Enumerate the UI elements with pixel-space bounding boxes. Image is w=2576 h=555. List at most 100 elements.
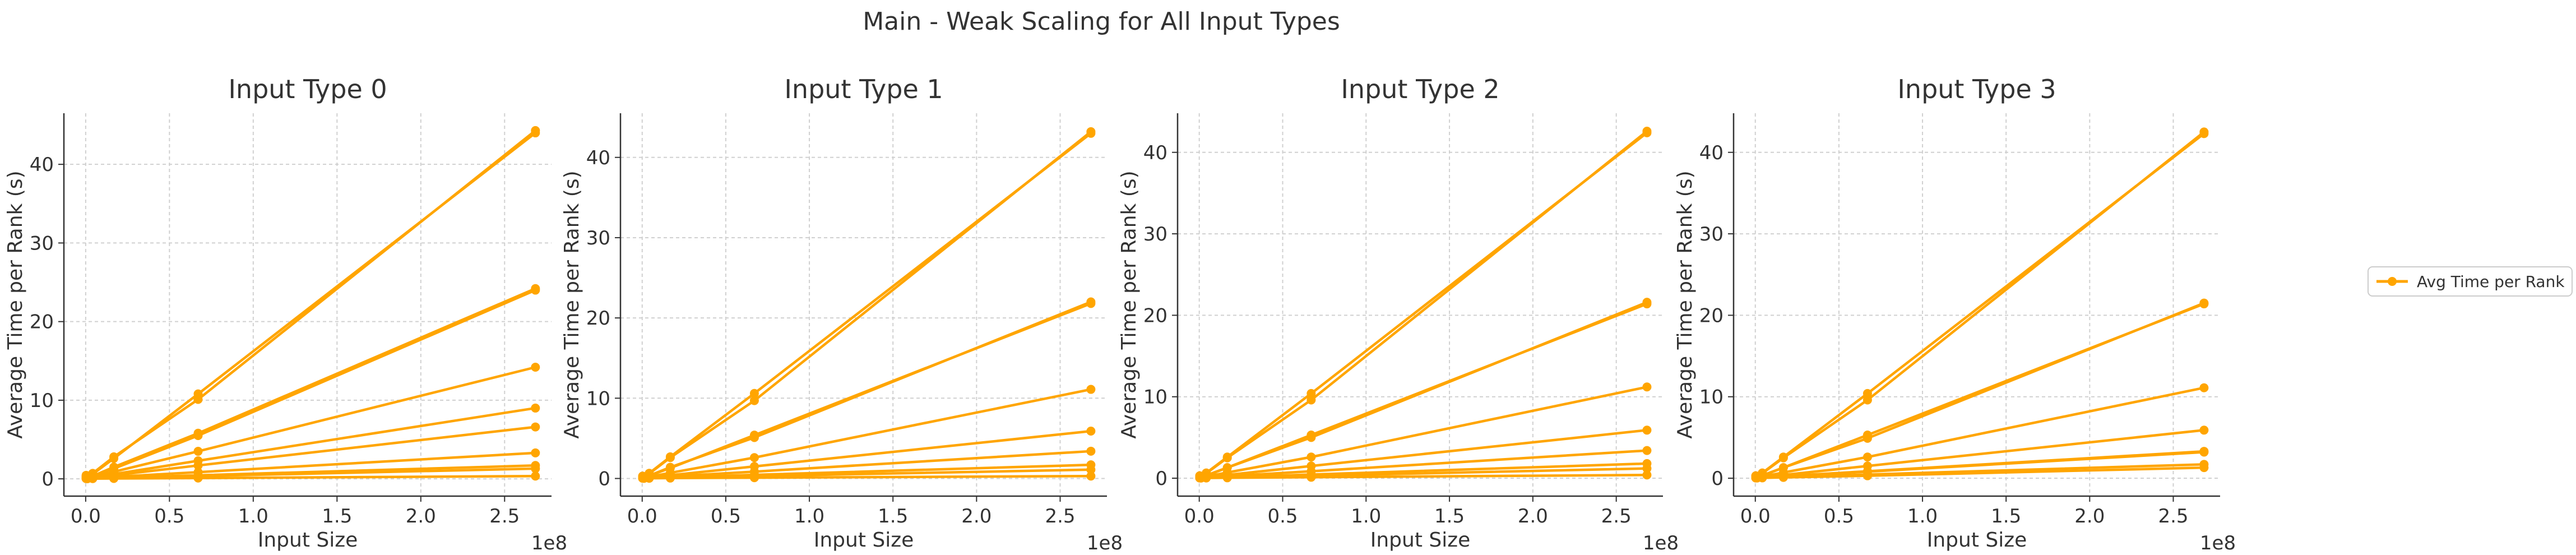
data-point — [1306, 473, 1316, 482]
series-line — [1198, 302, 1648, 479]
legend-frame — [2367, 266, 2573, 297]
x-tick-label: 2.0 — [961, 505, 992, 528]
x-tick-label: 1.0 — [794, 505, 824, 528]
series-line-9 — [638, 471, 1096, 483]
x-axis-label: Input Size — [1370, 529, 1471, 552]
data-point — [1642, 446, 1652, 455]
x-axis-label: Input Size — [258, 529, 358, 552]
subplot-input-type-0: 0.0 0.5 1.0 1.5 2.0 2.5 0 10 20 30 40 1e8 Input Type… — [4, 74, 567, 554]
data-point — [749, 431, 759, 440]
y-axis-label: Average Time per Rank (s) — [560, 170, 583, 438]
subplot-title: Input Type 0 — [228, 74, 387, 104]
data-point — [2199, 425, 2209, 435]
series-line — [1198, 130, 1648, 478]
data-point — [749, 396, 759, 405]
x-tick-label: 1.5 — [322, 505, 352, 528]
y-axis-label: Average Time per Rank (s) — [4, 170, 27, 438]
data-point — [1086, 299, 1096, 308]
x-tick-label: 1.0 — [1351, 505, 1381, 528]
data-point — [1862, 471, 1872, 480]
x-tick-label: 0.5 — [154, 505, 184, 528]
data-point — [1086, 427, 1096, 436]
data-point — [749, 388, 759, 398]
data-point — [2199, 383, 2209, 392]
x-tick-label: 1.5 — [1991, 505, 2021, 528]
data-point — [1642, 382, 1652, 392]
data-point — [531, 464, 540, 473]
x-offset-label: 1e8 — [1087, 532, 1123, 554]
data-point — [1086, 465, 1096, 474]
legend-marker-icon — [2388, 277, 2397, 286]
data-point — [1642, 128, 1652, 137]
data-point — [109, 474, 119, 483]
series-line — [641, 132, 1092, 478]
series-line — [1754, 132, 2206, 478]
series-line — [1754, 131, 2206, 478]
data-point — [1086, 446, 1096, 456]
data-point — [531, 422, 540, 432]
data-point — [1862, 395, 1872, 405]
data-point — [193, 431, 203, 441]
x-tick-label: 1.0 — [238, 505, 268, 528]
data-point — [531, 403, 540, 413]
data-point — [1758, 473, 1767, 483]
data-point — [645, 474, 654, 483]
y-tick-label: 30 — [1143, 223, 1167, 246]
y-tick-label: 30 — [586, 227, 610, 249]
x-tick-label: 2.0 — [2074, 505, 2105, 528]
subplot-input-type-1: 0.0 0.5 1.0 1.5 2.0 2.5 0 10 20 30 40 1e8 Input Type… — [560, 74, 1123, 554]
y-tick-label: 40 — [1699, 142, 1723, 164]
series-line-1 — [1751, 129, 2209, 482]
y-tick-label: 20 — [30, 311, 54, 334]
data-point — [665, 473, 675, 483]
series-line-1 — [638, 128, 1096, 482]
y-tick-label: 10 — [1143, 386, 1167, 409]
x-tick-label: 0.5 — [1267, 505, 1298, 528]
y-tick-label: 40 — [586, 147, 610, 169]
data-point — [1642, 464, 1652, 473]
series-line-0 — [81, 126, 540, 482]
data-point — [88, 474, 98, 483]
data-point — [1306, 388, 1316, 398]
y-tick-label: 40 — [30, 154, 54, 176]
y-axis-label: Average Time per Rank (s) — [1118, 170, 1141, 438]
y-tick-label: 0 — [41, 468, 54, 491]
x-axis-label: Input Size — [814, 529, 914, 552]
x-tick-label: 0.0 — [627, 505, 657, 528]
data-point — [531, 128, 540, 138]
x-tick-label: 0.0 — [71, 505, 101, 528]
y-tick-label: 30 — [1699, 223, 1723, 246]
y-tick-label: 0 — [1155, 468, 1167, 490]
data-point — [749, 473, 759, 483]
x-offset-label: 1e8 — [531, 532, 567, 554]
y-tick-label: 10 — [586, 387, 610, 410]
x-tick-label: 2.5 — [1601, 505, 1632, 528]
data-point — [2199, 299, 2209, 309]
data-point — [2199, 129, 2209, 138]
x-tick-label: 2.0 — [1518, 505, 1548, 528]
data-point — [1086, 385, 1096, 394]
y-tick-label: 20 — [1143, 304, 1167, 327]
y-tick-label: 40 — [1143, 142, 1167, 164]
data-point — [193, 473, 203, 483]
x-axis-label: Input Size — [1927, 529, 2027, 552]
subplots: 0.0 0.5 1.0 1.5 2.0 2.5 0 10 20 30 40 1e8 Input Type… — [4, 74, 2236, 554]
x-tick-label: 2.5 — [2158, 505, 2188, 528]
series-line — [641, 302, 1092, 479]
data-point — [531, 471, 540, 481]
data-point — [1862, 452, 1872, 462]
x-tick-label: 2.5 — [489, 505, 520, 528]
data-point — [1222, 473, 1232, 483]
legend: Avg Time per Rank — [2367, 266, 2573, 297]
series-line — [1198, 131, 1648, 478]
data-point — [1202, 473, 1211, 483]
data-point — [665, 452, 675, 461]
x-tick-label: 2.5 — [1045, 505, 1075, 528]
x-offset-label: 1e8 — [2200, 532, 2236, 554]
series-line-9 — [1195, 470, 1652, 483]
x-tick-label: 0.5 — [711, 505, 741, 528]
series-line — [641, 130, 1092, 478]
x-tick-label: 2.0 — [406, 505, 436, 528]
series-line — [1754, 302, 2206, 479]
